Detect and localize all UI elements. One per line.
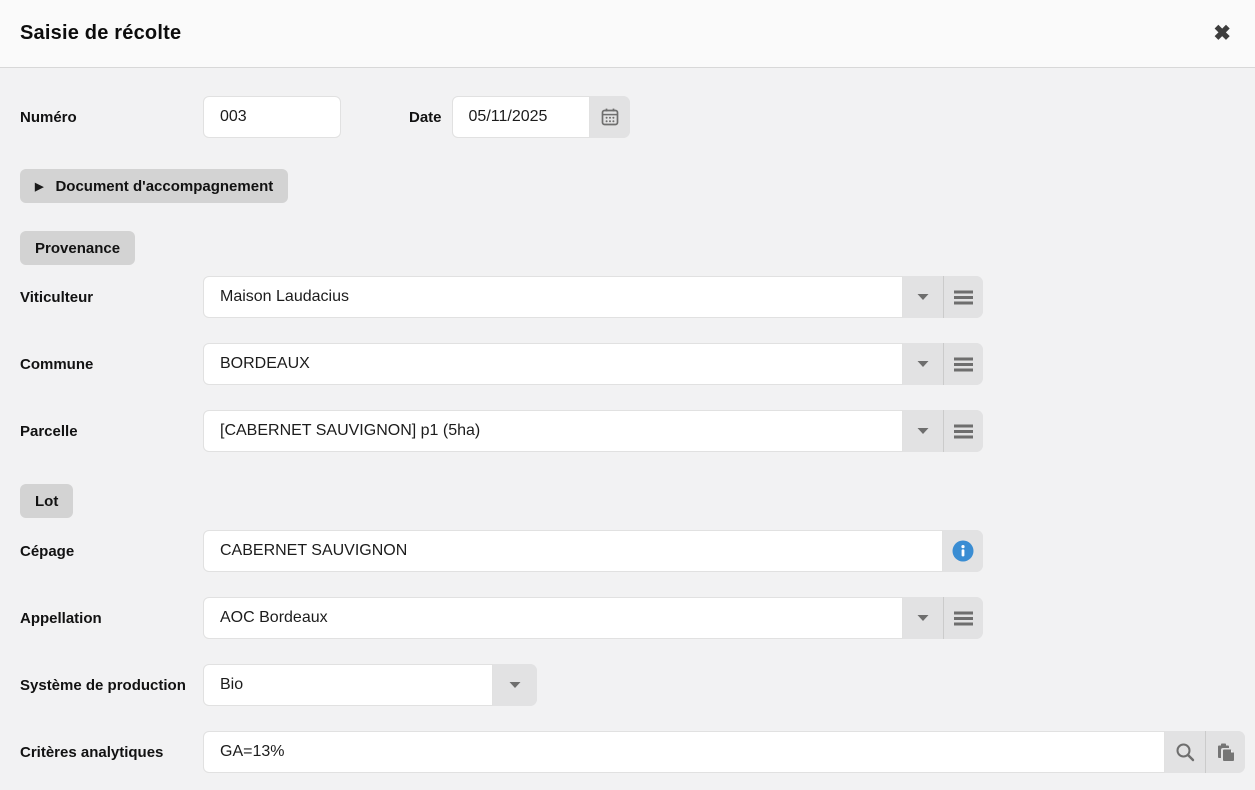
field-row-systeme-production: Système de production [20,664,1235,706]
close-icon: ✖ [1213,22,1231,45]
systeme-production-select [203,664,537,706]
date-group [451,96,630,138]
parcelle-list-button[interactable] [943,410,983,452]
cepage-label: Cépage [20,542,75,560]
field-row-commune: Commune [20,343,1235,385]
field-row-appellation: Appellation [20,597,1235,639]
criteres-analytiques-group [203,731,1245,773]
provenance-section-label: Provenance [20,231,136,265]
calendar-icon [601,108,618,126]
criteres-analytiques-label: Critères analytiques [20,743,164,761]
info-icon [952,540,974,562]
triangle-right-icon: ▶ [35,180,44,193]
lot-section-row: Lot [20,484,1235,518]
dialog-header: Saisie de récolte ✖ [0,0,1255,68]
hamburger-menu-icon [954,424,973,438]
date-input[interactable] [451,96,590,138]
close-button[interactable]: ✖ [1211,19,1233,48]
viticulteur-combo [203,276,983,318]
parcelle-combo [203,410,983,452]
commune-input[interactable] [203,343,903,385]
lot-section-label: Lot [20,484,74,518]
viticulteur-input[interactable] [203,276,903,318]
numero-input[interactable] [203,96,341,138]
criteres-analytiques-input[interactable] [203,731,1165,773]
cepage-info-button[interactable] [943,530,983,572]
commune-combo [203,343,983,385]
appellation-combo [203,597,983,639]
cepage-input[interactable] [203,530,943,572]
systeme-production-dropdown-button[interactable] [493,664,537,706]
numero-label: Numéro [20,108,77,126]
cepage-group [203,530,983,572]
criteres-paste-button[interactable] [1205,731,1245,773]
viticulteur-dropdown-button[interactable] [903,276,943,318]
date-calendar-button[interactable] [589,96,630,138]
hamburger-menu-icon [954,357,973,371]
chevron-down-icon [917,294,929,300]
field-row-cepage: Cépage [20,530,1235,572]
viticulteur-list-button[interactable] [943,276,983,318]
chevron-down-icon [917,428,929,434]
parcelle-label: Parcelle [20,422,78,440]
hamburger-menu-icon [954,290,973,304]
commune-dropdown-button[interactable] [903,343,943,385]
viticulteur-label: Viticulteur [20,288,94,306]
paste-clipboard-icon [1217,743,1234,761]
search-icon [1176,743,1195,762]
field-row-numero-date: Numéro Date [20,96,1235,138]
commune-list-button[interactable] [943,343,983,385]
parcelle-input[interactable] [203,410,903,452]
commune-label: Commune [20,355,94,373]
document-accompagnement-toggle[interactable]: ▶ Document d'accompagnement [20,169,289,203]
appellation-list-button[interactable] [943,597,983,639]
dialog-title: Saisie de récolte [20,22,182,44]
systeme-production-label: Système de production [20,676,186,694]
appellation-input[interactable] [203,597,903,639]
appellation-dropdown-button[interactable] [903,597,943,639]
document-accompagnement-row: ▶ Document d'accompagnement [20,169,1235,203]
systeme-production-input[interactable] [203,664,493,706]
chevron-down-icon [917,615,929,621]
dialog-body: Numéro Date ▶ [0,96,1255,790]
parcelle-dropdown-button[interactable] [903,410,943,452]
chevron-down-icon [509,682,521,688]
provenance-section-row: Provenance [20,231,1235,265]
document-accompagnement-label: Document d'accompagnement [55,177,274,195]
date-label: Date [409,108,442,126]
appellation-label: Appellation [20,609,102,627]
criteres-search-button[interactable] [1165,731,1205,773]
hamburger-menu-icon [954,611,973,625]
field-row-parcelle: Parcelle [20,410,1235,452]
field-row-criteres-analytiques: Critères analytiques [20,731,1245,773]
field-row-viticulteur: Viticulteur [20,276,1235,318]
chevron-down-icon [917,361,929,367]
